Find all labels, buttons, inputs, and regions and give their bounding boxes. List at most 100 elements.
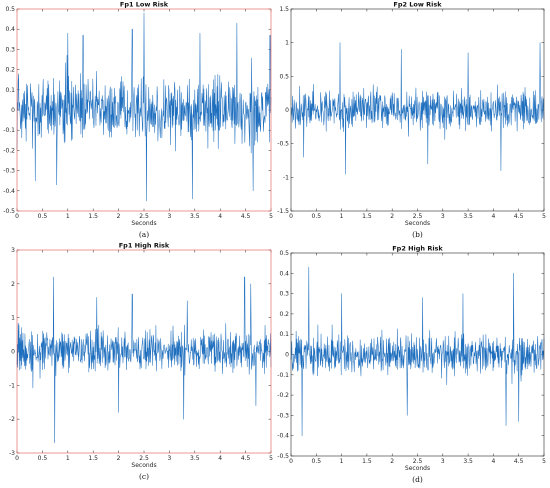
x-tick-label: 2.5	[139, 213, 149, 220]
x-tick-label: 4.5	[514, 458, 524, 465]
x-tick-label: 3	[167, 455, 171, 462]
y-tick-label: -0.4	[277, 433, 289, 440]
x-tick-label: 1	[340, 458, 344, 465]
y-tick-label: -0.1	[3, 127, 15, 134]
x-tick-label: 2	[390, 213, 394, 220]
x-tick-label: 3.5	[190, 455, 200, 462]
x-tick-label: 0.5	[312, 213, 322, 220]
x-tick-label: 0	[15, 213, 19, 220]
y-tick-label: 0	[285, 107, 289, 114]
x-tick-label: 2.5	[413, 458, 423, 465]
plot-area	[290, 252, 545, 457]
x-tick-label: 3.5	[463, 458, 473, 465]
y-tick-label: -0.5	[3, 208, 15, 215]
x-tick-label: 1	[66, 455, 70, 462]
y-tick-label: -1	[9, 382, 15, 389]
x-axis-label: Seconds	[405, 220, 430, 227]
x-tick-label: 1	[66, 213, 70, 220]
x-tick-label: 4.5	[514, 213, 524, 220]
y-tick-label: 0	[285, 352, 289, 359]
y-tick-label: 0.1	[5, 87, 15, 94]
chart-panel-4: Fp2 High Risk 0 0.5 1 1.5 2 2.5 3 3.5 4 4.5 5 -0.5 -0…	[277, 245, 546, 485]
y-tick-label: -0.3	[277, 412, 289, 419]
y-tick-label: 0.2	[279, 311, 289, 318]
plot-area	[290, 8, 545, 212]
signal-trace	[290, 42, 545, 175]
chart-title: Fp2 High Risk	[392, 245, 443, 253]
chart-panel-3: Fp1 High Risk 0 0.5 1 1.5 2 2.5 3 3.5 4 4.5 5 -3 -2 -1…	[9, 242, 273, 482]
x-tick-label: 4.5	[241, 455, 251, 462]
panel-caption: (b)	[412, 230, 423, 239]
y-tick-label: 0.3	[279, 291, 289, 298]
x-tick-label: 3	[441, 213, 445, 220]
x-tick-label: 5	[542, 213, 546, 220]
chart-title: Fp1 High Risk	[119, 242, 170, 250]
x-tick-label: 0.5	[38, 213, 48, 220]
signal-trace	[16, 12, 272, 202]
x-tick-label: 0	[289, 458, 293, 465]
x-tick-label: 2.5	[413, 213, 423, 220]
y-tick-label: 0.3	[5, 46, 15, 53]
y-tick-label: -0.2	[3, 147, 15, 154]
y-tick-label: -3	[9, 450, 15, 457]
y-tick-label: 1.5	[279, 6, 289, 13]
panel-caption: (d)	[412, 475, 423, 484]
panel-caption: (c)	[139, 472, 149, 481]
y-tick-label: -1	[283, 174, 289, 181]
x-tick-label: 0.5	[38, 455, 48, 462]
x-tick-label: 1.5	[362, 213, 372, 220]
y-tick-label: 1	[11, 315, 15, 322]
x-tick-label: 2	[117, 213, 121, 220]
x-tick-label: 1.5	[88, 455, 98, 462]
chart-panel-1: Fp1 Low Risk 0 0.5 1 1.5 2 2.5 3 3.5 4 4.5 5 -0.5 -0.…	[3, 1, 273, 240]
y-tick-label: 0.4	[5, 26, 15, 33]
y-tick-label: 0.5	[5, 6, 15, 13]
x-axis-label: Seconds	[405, 465, 430, 472]
y-tick-label: -0.5	[277, 453, 289, 460]
y-tick-label: -0.5	[277, 141, 289, 148]
y-tick-label: 0.5	[279, 250, 289, 257]
y-tick-label: 2	[11, 281, 15, 288]
x-tick-label: 3	[167, 213, 171, 220]
x-tick-label: 4	[218, 455, 222, 462]
x-tick-label: 5	[269, 455, 273, 462]
x-tick-label: 0	[289, 213, 293, 220]
x-tick-label: 0.5	[312, 458, 322, 465]
x-tick-label: 4.5	[241, 213, 251, 220]
y-tick-label: 0.4	[279, 270, 289, 277]
x-tick-label: 4	[491, 213, 495, 220]
y-tick-label: 0	[11, 349, 15, 356]
x-tick-label: 1	[340, 213, 344, 220]
x-tick-label: 3.5	[463, 213, 473, 220]
chart-title: Fp1 Low Risk	[120, 1, 169, 9]
signal-trace	[16, 276, 272, 444]
signal-trace	[290, 266, 545, 436]
y-tick-label: -0.1	[277, 372, 289, 379]
y-tick-label: 0.1	[279, 331, 289, 338]
x-tick-label: 5	[542, 458, 546, 465]
x-tick-label: 4	[218, 213, 222, 220]
x-tick-label: 1.5	[88, 213, 98, 220]
y-tick-label: -0.4	[3, 188, 15, 195]
y-tick-label: 3	[11, 247, 15, 254]
y-tick-label: 0.2	[5, 67, 15, 74]
plot-area	[16, 8, 272, 212]
y-tick-label: -0.3	[3, 168, 15, 175]
x-tick-label: 3.5	[190, 213, 200, 220]
y-tick-label: -1.5	[277, 208, 289, 215]
plot-area	[16, 249, 272, 454]
panel-caption: (a)	[139, 230, 149, 239]
x-tick-label: 3	[441, 458, 445, 465]
y-tick-label: -0.2	[277, 392, 289, 399]
x-tick-label: 4	[491, 458, 495, 465]
x-tick-label: 2.5	[139, 455, 149, 462]
y-tick-label: 0.5	[279, 73, 289, 80]
x-tick-label: 0	[15, 455, 19, 462]
y-tick-label: -2	[9, 416, 15, 423]
y-tick-label: 0	[11, 107, 15, 114]
x-tick-label: 1.5	[362, 458, 372, 465]
x-axis-label: Seconds	[131, 220, 156, 227]
x-axis-label: Seconds	[131, 462, 156, 469]
y-tick-label: 1	[285, 40, 289, 47]
